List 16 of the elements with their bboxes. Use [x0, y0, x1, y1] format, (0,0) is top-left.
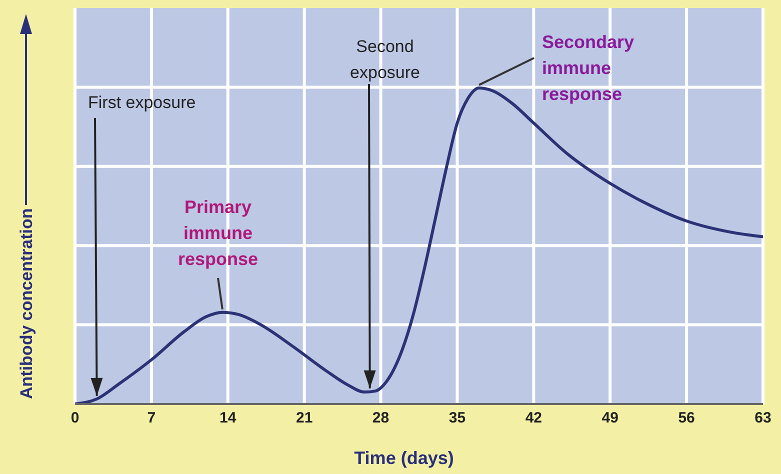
annotation: Second exposure — [350, 37, 420, 82]
annotation: Primary immune response — [178, 197, 258, 269]
x-tick-label: 49 — [602, 410, 618, 427]
x-tick-label: 0 — [70, 410, 80, 427]
annotation: First exposure — [88, 93, 196, 112]
x-tick-label: 14 — [220, 410, 237, 427]
x-tick-label: 7 — [147, 410, 156, 427]
x-tick-label: 21 — [296, 410, 313, 427]
x-tick-label: 35 — [448, 410, 466, 427]
annotation: Secondary immune response — [542, 32, 634, 104]
x-tick-label: 42 — [525, 410, 542, 427]
x-tick-label: 56 — [678, 410, 695, 427]
x-tick-label: 63 — [754, 410, 772, 427]
x-axis-title: Time (days) — [354, 448, 454, 468]
y-axis-title: Antibody concentration — [17, 208, 36, 399]
x-tick-label: 28 — [372, 410, 390, 427]
